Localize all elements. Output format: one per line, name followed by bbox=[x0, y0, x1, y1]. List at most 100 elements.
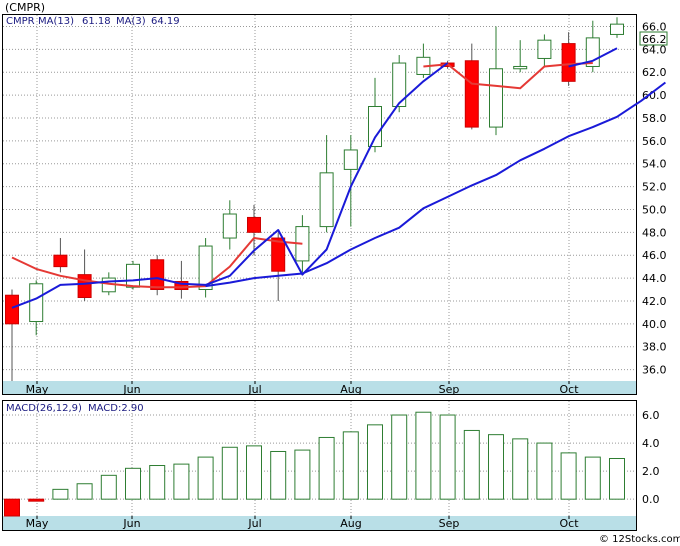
last-price-value: 66.2 bbox=[642, 33, 667, 46]
macd-bar bbox=[197, 456, 214, 500]
macd-bar bbox=[391, 414, 408, 500]
price-y-tick-label: 56.0 bbox=[642, 135, 667, 148]
macd-bar bbox=[100, 474, 117, 500]
macd-bar bbox=[439, 414, 456, 500]
price-panel-frame bbox=[2, 14, 637, 395]
macd-y-tick-label: 6.0 bbox=[642, 409, 660, 422]
price-y-tick-label: 44.0 bbox=[642, 272, 667, 285]
legend-ma3-value: 64.19 bbox=[151, 16, 180, 27]
candle-body bbox=[53, 254, 68, 268]
candle-body bbox=[271, 237, 286, 272]
price-x-tick-label: Aug bbox=[340, 383, 361, 396]
price-x-tick-label: Sep bbox=[439, 383, 460, 396]
price-y-tick-label: 52.0 bbox=[642, 181, 667, 194]
moving-averages bbox=[11, 47, 667, 309]
candle-body bbox=[368, 106, 382, 148]
price-x-tick-label: Oct bbox=[559, 383, 579, 396]
macd-bar bbox=[415, 411, 432, 500]
macd-bar bbox=[173, 463, 190, 500]
candle-body bbox=[513, 65, 528, 70]
candle-body bbox=[77, 274, 92, 299]
candle-body bbox=[537, 39, 552, 59]
legend-cmpr: CMPR bbox=[6, 16, 35, 27]
macd-x-tick-label: Oct bbox=[559, 517, 579, 530]
price-y-axis: 36.0 38.0 40.0 42.0 44.0 46.0 48.0 50.0 52.0 54.0… bbox=[642, 20, 667, 376]
macd-bar bbox=[149, 465, 166, 500]
price-y-tick-label: 48.0 bbox=[642, 226, 667, 239]
last-price-tag: 66.2 bbox=[639, 31, 668, 46]
candle-body bbox=[222, 213, 237, 239]
candle-body bbox=[126, 263, 140, 288]
macd-bar bbox=[584, 456, 601, 500]
candle-body bbox=[174, 280, 189, 290]
macd-value: MACD:2.90 bbox=[88, 403, 144, 414]
price-y-tick-label: 62.0 bbox=[642, 66, 667, 79]
macd-bar bbox=[294, 449, 311, 500]
macd-bar bbox=[270, 450, 287, 500]
price-grid bbox=[3, 15, 636, 381]
macd-title: MACD(26,12,9) bbox=[6, 403, 82, 414]
price-xaxis-band bbox=[3, 381, 636, 394]
legend-ma13-name: MA(13) bbox=[38, 16, 74, 27]
symbol-title: (CMPR) bbox=[5, 1, 45, 14]
price-y-tick-label: 42.0 bbox=[642, 295, 667, 308]
candle-body bbox=[610, 23, 624, 35]
candle-body bbox=[464, 60, 479, 128]
candle-body bbox=[319, 172, 334, 228]
ma-blue-fast-line bbox=[11, 47, 618, 309]
candle-body bbox=[489, 68, 503, 128]
macd-y-tick-label: 2.0 bbox=[642, 465, 660, 478]
macd-bar bbox=[221, 446, 238, 500]
macd-bar bbox=[246, 445, 262, 500]
macd-y-axis: 0.0 2.0 4.0 6.0 bbox=[642, 409, 660, 506]
macd-x-tick-label: Aug bbox=[340, 517, 361, 530]
price-y-tick-label: 66.0 bbox=[642, 20, 667, 33]
macd-bar bbox=[318, 436, 335, 500]
macd-y-tick-label: 4.0 bbox=[642, 437, 660, 450]
macd-bar bbox=[28, 498, 45, 502]
price-y-tick-label: 54.0 bbox=[642, 158, 667, 171]
legend-ma13-value: 61.18 bbox=[82, 16, 111, 27]
price-y-tick-label: 50.0 bbox=[642, 203, 667, 216]
candle-body bbox=[150, 259, 165, 291]
macd-x-axis: May Jun Jul Aug Sep Oct bbox=[26, 516, 579, 530]
ma-blue-slow-line bbox=[205, 81, 667, 288]
price-y-tick-label: 40.0 bbox=[642, 318, 667, 331]
candle-body bbox=[561, 43, 576, 82]
macd-xaxis-band bbox=[3, 516, 636, 530]
ma-red-line bbox=[11, 62, 593, 289]
price-y-tick-label: 46.0 bbox=[642, 249, 667, 262]
candle-body bbox=[29, 283, 44, 323]
price-y-tick-label: 60.0 bbox=[642, 89, 667, 102]
price-y-tick-label: 64.0 bbox=[642, 43, 667, 56]
candle-body bbox=[343, 149, 358, 170]
price-y-tick-label: 38.0 bbox=[642, 341, 667, 354]
candles bbox=[5, 17, 624, 381]
candle-body bbox=[5, 294, 19, 325]
macd-bar bbox=[342, 431, 359, 500]
macd-bar bbox=[463, 429, 480, 500]
watermark: © 12Stocks.com bbox=[599, 534, 680, 545]
macd-bar bbox=[367, 424, 383, 500]
macd-bar bbox=[52, 488, 69, 500]
price-y-tick-label: 58.0 bbox=[642, 112, 667, 125]
macd-bar bbox=[536, 442, 553, 500]
macd-bar bbox=[560, 452, 577, 500]
candle-body bbox=[247, 216, 261, 233]
macd-bar bbox=[609, 458, 625, 500]
macd-bar bbox=[512, 438, 529, 500]
macd-bar bbox=[76, 483, 93, 500]
candle-body bbox=[392, 62, 407, 107]
price-y-tick-label: 36.0 bbox=[642, 364, 667, 377]
price-x-tick-label: Jul bbox=[247, 383, 261, 396]
macd-bar bbox=[4, 498, 20, 517]
macd-y-tick-label: 0.0 bbox=[642, 493, 660, 506]
macd-x-tick-label: Sep bbox=[439, 517, 460, 530]
macd-bar bbox=[125, 467, 141, 500]
macd-x-tick-label: Jun bbox=[122, 517, 140, 530]
macd-bar bbox=[488, 434, 504, 500]
candle-body bbox=[198, 245, 213, 291]
price-x-tick-label: May bbox=[26, 383, 49, 396]
price-x-tick-label: Jun bbox=[122, 383, 140, 396]
